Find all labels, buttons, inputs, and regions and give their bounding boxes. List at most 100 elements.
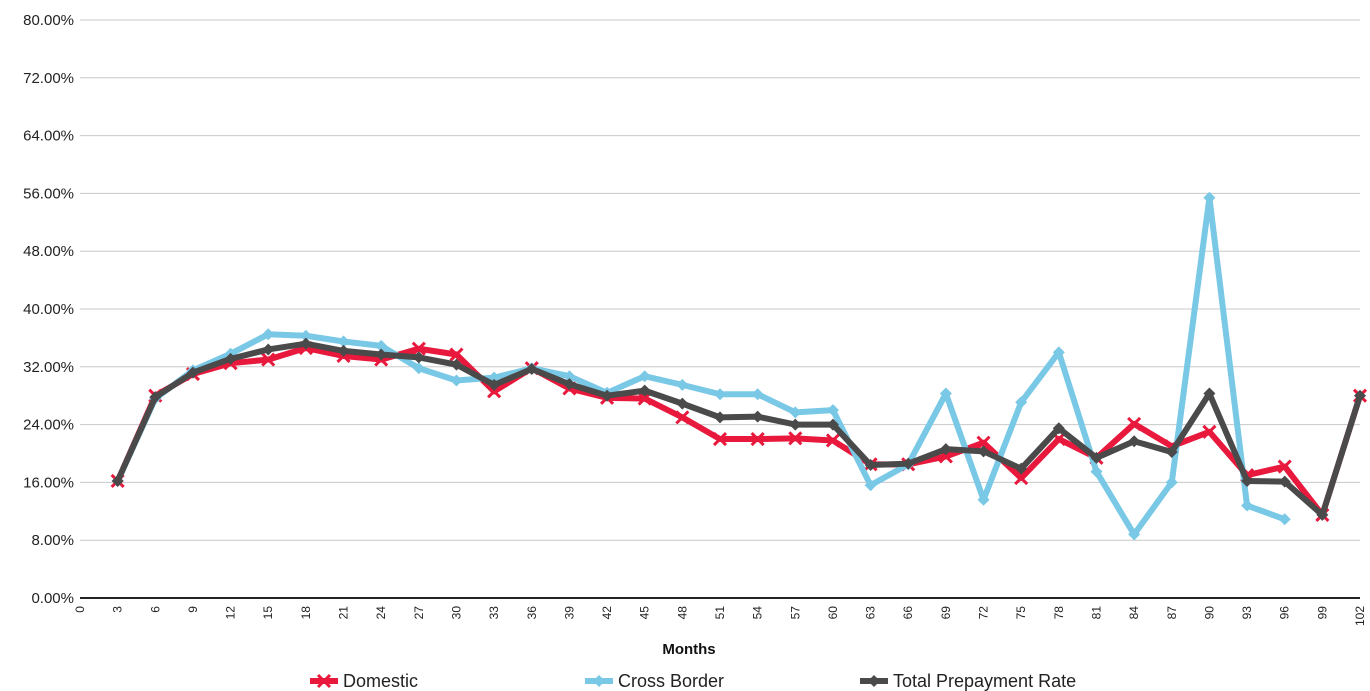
x-tick-label: 21 — [337, 606, 351, 620]
x-tick-label: 78 — [1052, 606, 1066, 620]
data-point — [714, 388, 726, 401]
data-point — [1127, 416, 1142, 431]
x-tick-label: 6 — [148, 606, 162, 613]
data-point — [939, 443, 952, 456]
data-point — [111, 474, 124, 487]
data-point — [375, 348, 388, 361]
data-point — [789, 406, 802, 419]
data-point — [262, 328, 275, 341]
y-tick-label: 24.00% — [23, 417, 74, 434]
data-point — [411, 341, 426, 356]
data-point — [1165, 446, 1178, 459]
data-point — [1090, 451, 1103, 464]
data-point — [1014, 471, 1029, 486]
data-point — [939, 387, 952, 400]
x-tick-label: 63 — [864, 606, 878, 620]
x-tick-label: 36 — [525, 606, 539, 620]
x-tick-label: 87 — [1165, 606, 1179, 620]
data-point — [751, 388, 764, 401]
y-tick-label: 0.00% — [31, 590, 74, 607]
data-point — [563, 378, 576, 391]
data-point — [902, 457, 915, 470]
x-tick-label: 72 — [977, 606, 991, 620]
y-tick-label: 40.00% — [23, 301, 74, 318]
data-point — [1278, 475, 1291, 488]
data-point — [261, 352, 276, 367]
data-point — [826, 404, 839, 417]
legend-item: Cross Border — [585, 671, 724, 691]
data-point — [375, 339, 388, 352]
series-lines — [110, 191, 1368, 541]
data-point — [676, 378, 689, 391]
series-line — [114, 345, 1363, 518]
x-tick-label: 24 — [374, 606, 388, 620]
data-point — [262, 343, 275, 356]
data-point — [299, 337, 312, 350]
data-point — [1052, 422, 1065, 435]
legend-label: Total Prepayment Rate — [893, 671, 1076, 691]
x-tick-label: 15 — [261, 606, 275, 620]
data-point — [299, 329, 312, 342]
x-tick-label: 30 — [449, 606, 463, 620]
data-point — [488, 378, 501, 391]
data-point — [1165, 476, 1178, 489]
data-point — [638, 384, 651, 397]
x-tick-label: 60 — [826, 606, 840, 620]
x-axis-title: Months — [662, 641, 715, 658]
data-point — [449, 347, 464, 362]
data-point — [976, 435, 991, 450]
x-tick-label: 12 — [224, 606, 238, 620]
data-point — [712, 431, 728, 447]
series-line — [114, 340, 1363, 518]
legend-item: Domestic — [310, 671, 418, 691]
data-point — [864, 459, 877, 472]
x-tick-label: 39 — [562, 606, 576, 620]
data-point — [149, 391, 162, 404]
data-point — [675, 410, 690, 425]
x-tick-label: 45 — [638, 606, 652, 620]
x-tick-label: 75 — [1014, 606, 1028, 620]
legend-marker — [868, 675, 880, 687]
data-point — [186, 366, 199, 379]
x-tick-label: 81 — [1089, 606, 1103, 620]
data-point — [714, 411, 726, 424]
y-tick-label: 16.00% — [23, 474, 74, 491]
x-axis-tick-labels: 0 3 6 9 12 15 18 21 24 27 30 33 36 39 42 45 48 51 54 57 60 63… — [73, 606, 1367, 626]
data-point — [1277, 459, 1292, 474]
data-point — [750, 431, 765, 447]
x-tick-label: 27 — [412, 606, 426, 620]
y-tick-label: 72.00% — [23, 70, 74, 87]
y-tick-label: 8.00% — [31, 532, 74, 549]
data-point — [337, 335, 350, 348]
data-point — [487, 384, 502, 399]
data-point — [601, 389, 614, 402]
data-point — [1128, 435, 1141, 448]
series-total-prepayment-rate — [111, 337, 1366, 521]
x-tick-label: 54 — [751, 606, 765, 620]
data-point — [788, 431, 803, 446]
data-point — [1241, 474, 1254, 487]
x-tick-label: 18 — [299, 606, 313, 620]
legend-label: Cross Border — [618, 671, 724, 691]
legend-item: Total Prepayment Rate — [860, 671, 1076, 691]
x-tick-label: 33 — [487, 606, 501, 620]
series-line — [114, 194, 1286, 538]
data-point — [224, 352, 237, 365]
data-point — [1203, 191, 1216, 204]
data-point — [412, 351, 425, 364]
x-tick-label: 42 — [600, 606, 614, 620]
data-point — [825, 433, 841, 448]
data-point — [1015, 396, 1028, 409]
data-point — [1316, 508, 1329, 521]
x-tick-label: 93 — [1240, 606, 1254, 620]
data-point — [1052, 346, 1065, 359]
data-point — [1241, 499, 1254, 512]
data-point — [1015, 462, 1028, 475]
data-point — [826, 418, 839, 431]
data-point — [638, 370, 651, 383]
legend-marker — [593, 675, 605, 687]
x-tick-label: 102 — [1353, 606, 1367, 626]
x-tick-label: 57 — [788, 606, 802, 620]
data-point — [450, 358, 463, 371]
